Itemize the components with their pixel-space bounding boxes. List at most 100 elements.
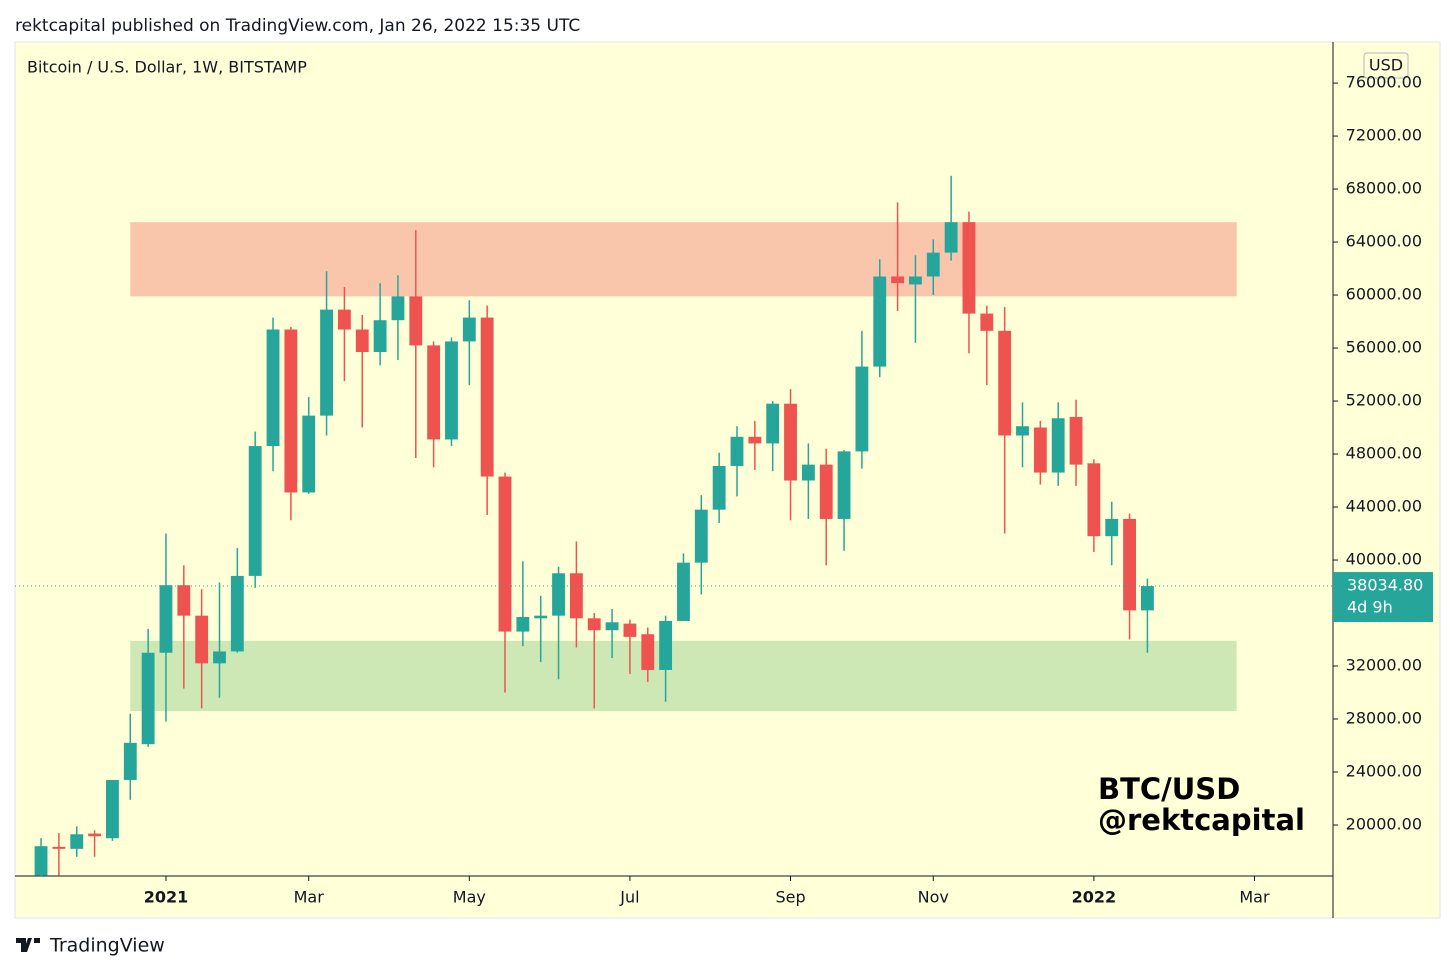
candle-body xyxy=(462,317,476,342)
candle-body xyxy=(1051,418,1065,473)
candle-body xyxy=(213,651,226,664)
candle-body xyxy=(498,476,512,632)
candle-body xyxy=(34,846,48,876)
candle-body xyxy=(337,309,351,330)
candle-body xyxy=(552,573,565,616)
candle-body xyxy=(230,575,244,652)
candle-body xyxy=(445,341,458,440)
candle-body xyxy=(141,652,155,745)
candle-body xyxy=(248,446,262,576)
candle-body xyxy=(569,573,583,619)
y-tick-label: 48000.00 xyxy=(1346,444,1422,463)
candle-body xyxy=(391,296,405,321)
candle-body xyxy=(659,620,673,670)
candle-body xyxy=(159,585,173,653)
y-tick-label: 60000.00 xyxy=(1346,285,1422,304)
candle-body xyxy=(694,509,708,563)
plot xyxy=(34,175,1237,876)
candle-body xyxy=(962,222,976,314)
candle-body xyxy=(88,833,102,837)
currency-label[interactable]: USD xyxy=(1369,56,1403,75)
candle-body xyxy=(891,276,905,284)
candle-body xyxy=(641,634,655,670)
y-tick-label: 72000.00 xyxy=(1346,126,1422,145)
candle-body xyxy=(516,616,530,632)
candle-body xyxy=(801,464,815,481)
candle-body xyxy=(177,585,191,616)
candle-body xyxy=(730,436,744,466)
y-tick-label: 40000.00 xyxy=(1346,550,1422,569)
publish-line: rektcapital published on TradingView.com… xyxy=(15,16,580,36)
y-tick-label: 32000.00 xyxy=(1346,656,1422,675)
y-tick-label: 28000.00 xyxy=(1346,709,1422,728)
candle-body xyxy=(320,309,333,416)
candle-body xyxy=(944,222,958,253)
zone xyxy=(130,222,1237,297)
candle-body xyxy=(766,403,780,444)
candle-body xyxy=(302,415,316,493)
candle-body xyxy=(284,329,298,493)
candle-body xyxy=(123,742,137,780)
candle-body xyxy=(409,296,423,346)
candle-body xyxy=(1123,518,1136,611)
y-tick-label: 68000.00 xyxy=(1346,179,1422,198)
candle-body xyxy=(712,465,726,510)
candle-body xyxy=(480,317,494,477)
y-tick-label: 56000.00 xyxy=(1346,338,1422,357)
x-tick-label: Sep xyxy=(775,888,805,907)
candle-body xyxy=(819,464,833,519)
candle-body xyxy=(980,313,994,331)
candle-body xyxy=(106,779,119,839)
candle-body xyxy=(1087,463,1101,537)
candle-body xyxy=(909,276,922,285)
candle-body xyxy=(605,622,619,631)
last-price-badge xyxy=(1333,572,1433,623)
x-tick-label: 2022 xyxy=(1072,888,1117,907)
x-tick-label: 2021 xyxy=(144,888,189,907)
tradingview-logo: TradingView xyxy=(16,935,165,957)
symbol-title: Bitcoin / U.S. Dollar, 1W, BITSTAMP xyxy=(27,58,307,77)
candle-body xyxy=(52,846,66,849)
watermark-line: @rektcapital xyxy=(1098,803,1305,837)
y-tick-label: 76000.00 xyxy=(1346,73,1422,92)
candle-body xyxy=(534,615,548,619)
currency-box[interactable] xyxy=(1363,52,1409,79)
candle-body xyxy=(677,562,690,621)
x-tick-label: May xyxy=(453,888,486,907)
watermark-line: BTC/USD xyxy=(1098,772,1240,806)
candle-body xyxy=(427,345,441,440)
x-tick-label: Mar xyxy=(294,888,325,907)
candle-body xyxy=(355,329,369,353)
candle-body xyxy=(873,276,887,367)
candle-body xyxy=(926,252,940,277)
candle-body xyxy=(855,366,869,452)
candle-body xyxy=(998,330,1012,436)
candle-body xyxy=(373,320,387,353)
candle-body xyxy=(70,834,84,849)
candle-body xyxy=(1140,586,1154,611)
candle-body xyxy=(837,451,851,519)
brand: TradingView xyxy=(49,935,165,957)
y-tick-label: 64000.00 xyxy=(1346,232,1422,251)
candle-body xyxy=(1105,518,1119,537)
y-tick-label: 20000.00 xyxy=(1346,814,1422,833)
y-tick-label: 24000.00 xyxy=(1346,761,1422,780)
countdown-label: 4d 9h xyxy=(1347,598,1393,617)
candle-body xyxy=(266,329,280,447)
x-tick-label: Mar xyxy=(1239,888,1270,907)
last-price-label: 38034.80 xyxy=(1347,576,1423,595)
zone xyxy=(130,640,1237,712)
candle-body xyxy=(195,615,209,664)
candle-body xyxy=(623,623,637,637)
y-tick-label: 44000.00 xyxy=(1346,497,1422,516)
logo-icon xyxy=(16,938,40,952)
candle-body xyxy=(784,403,797,481)
candle-body xyxy=(587,618,601,631)
candle-body xyxy=(1033,427,1047,473)
candle-body xyxy=(1069,416,1083,465)
candle-body xyxy=(748,436,762,444)
candle-body xyxy=(1016,426,1029,436)
